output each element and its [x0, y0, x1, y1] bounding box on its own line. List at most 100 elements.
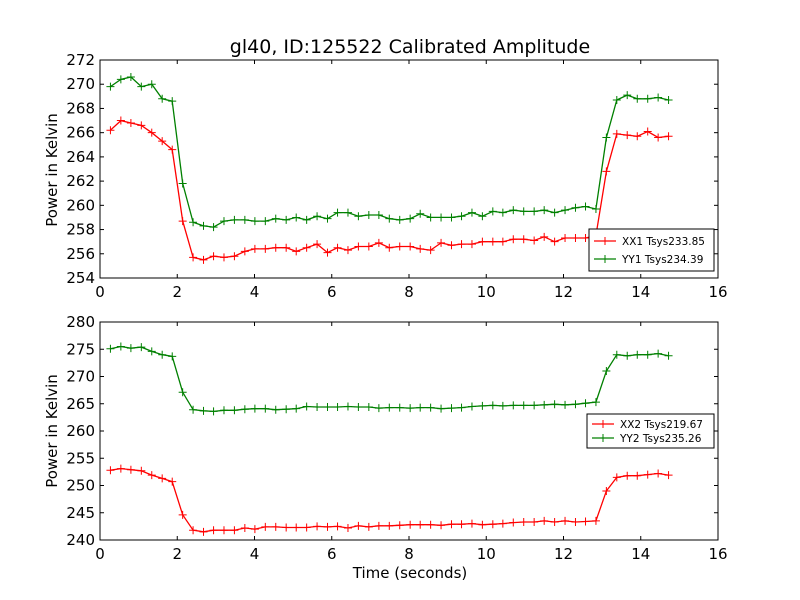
y-tick-label: 240: [66, 531, 95, 549]
data-point: [354, 521, 363, 530]
data-point: [199, 221, 208, 230]
data-point: [426, 213, 435, 222]
y-tick-label: 280: [66, 313, 95, 331]
data-point: [230, 252, 239, 261]
data-point: [395, 403, 404, 412]
data-point: [323, 248, 332, 257]
data-point: [457, 520, 466, 529]
data-point: [643, 94, 652, 103]
data-point: [633, 94, 642, 103]
data-point: [426, 246, 435, 255]
data-point: [364, 522, 373, 531]
data-point: [147, 471, 156, 480]
data-point: [519, 518, 528, 527]
data-point: [106, 344, 115, 353]
data-point: [530, 236, 539, 245]
data-point: [643, 350, 652, 359]
data-point: [313, 240, 322, 249]
data-point: [437, 238, 446, 247]
data-point: [385, 521, 394, 530]
data-point: [354, 403, 363, 412]
data-point: [467, 402, 476, 411]
data-point: [343, 524, 352, 533]
data-point: [509, 206, 518, 215]
data-point: [189, 218, 198, 227]
legend-box: [588, 228, 715, 272]
data-point: [540, 232, 549, 241]
data-point: [364, 211, 373, 220]
data-point: [343, 208, 352, 217]
data-point: [478, 401, 487, 410]
data-point: [116, 75, 125, 84]
data-point: [519, 401, 528, 410]
data-point: [168, 145, 177, 154]
data-point: [147, 347, 156, 356]
x-axis-label: Time (seconds): [352, 564, 468, 582]
data-point: [126, 465, 135, 474]
data-point: [509, 235, 518, 244]
y-tick-label: 250: [66, 477, 95, 495]
data-point: [478, 237, 487, 246]
data-point: [447, 213, 456, 222]
data-point: [364, 403, 373, 412]
legend-label: YY2 Tsys235.26: [619, 433, 702, 445]
y-tick-label: 255: [66, 449, 95, 467]
legend: XX2 Tsys219.67 YY2 Tsys235.26: [586, 413, 715, 449]
data-point: [426, 403, 435, 412]
y-tick-label: 260: [66, 422, 95, 440]
y-tick-label: 272: [66, 51, 95, 69]
data-point: [189, 526, 198, 535]
legend-marker: [599, 434, 607, 442]
data-point: [302, 402, 311, 411]
data-point: [219, 526, 228, 535]
data-point: [323, 522, 332, 531]
data-point: [633, 471, 642, 480]
y-tick-label: 270: [66, 368, 95, 386]
data-point: [509, 518, 518, 527]
data-point: [561, 206, 570, 215]
data-point: [623, 131, 632, 140]
x-tick-label: 0: [95, 545, 105, 563]
data-point: [467, 519, 476, 528]
data-point: [654, 93, 663, 102]
data-point: [581, 202, 590, 211]
data-point: [178, 217, 187, 226]
y-axis-label: Power in Kelvin: [43, 374, 61, 488]
data-point: [178, 179, 187, 188]
x-tick-label: 4: [250, 283, 260, 301]
data-point: [374, 404, 383, 413]
data-point: [209, 252, 218, 261]
data-point: [633, 350, 642, 359]
data-point: [591, 398, 600, 407]
y-axis-label: Power in Kelvin: [43, 113, 61, 227]
data-point: [230, 215, 239, 224]
data-point: [374, 238, 383, 247]
data-point: [209, 223, 218, 232]
data-point: [519, 207, 528, 216]
data-point: [209, 526, 218, 535]
data-point: [498, 208, 507, 217]
data-point: [313, 212, 322, 221]
data-point: [664, 132, 673, 141]
data-point: [189, 405, 198, 414]
data-point: [623, 91, 632, 100]
data-point: [457, 212, 466, 221]
data-point: [178, 388, 187, 397]
data-point: [406, 520, 415, 529]
data-point: [333, 403, 342, 412]
data-point: [313, 522, 322, 531]
data-point: [664, 471, 673, 480]
data-point: [302, 523, 311, 532]
data-point: [654, 133, 663, 142]
data-point: [313, 403, 322, 412]
data-point: [343, 402, 352, 411]
data-point: [437, 521, 446, 530]
data-point: [550, 208, 559, 217]
data-point: [467, 240, 476, 249]
y-tick-label: 256: [66, 245, 95, 263]
data-point: [323, 403, 332, 412]
data-point: [406, 404, 415, 413]
data-point: [116, 464, 125, 473]
data-point: [282, 243, 291, 252]
